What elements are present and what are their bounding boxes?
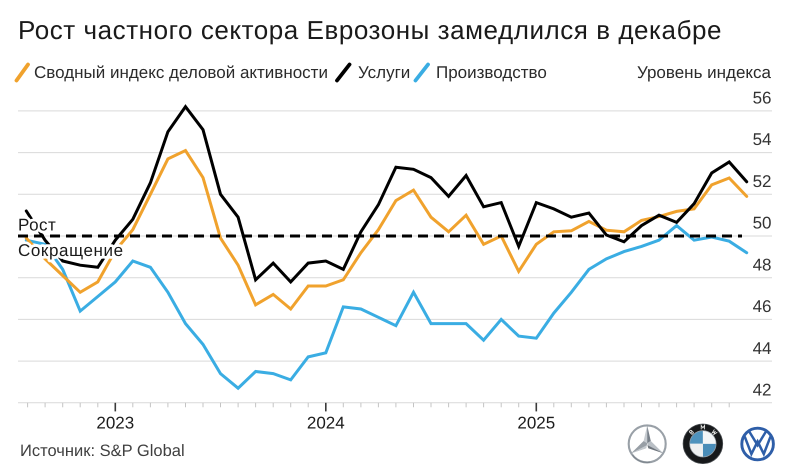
svg-text:Источник: S&P Global: Источник: S&P Global bbox=[20, 442, 185, 460]
svg-text:56: 56 bbox=[753, 89, 772, 108]
svg-text:52: 52 bbox=[753, 172, 772, 191]
svg-text:Сокращение: Сокращение bbox=[18, 241, 124, 260]
svg-text:Рост частного сектора Еврозоны: Рост частного сектора Еврозоны замедлилс… bbox=[18, 15, 722, 45]
svg-text:Сводный индекс деловой активно: Сводный индекс деловой активности bbox=[34, 63, 328, 82]
svg-text:48: 48 bbox=[753, 255, 772, 274]
svg-text:Услуги: Услуги bbox=[358, 63, 410, 82]
svg-text:2023: 2023 bbox=[96, 414, 134, 433]
svg-text:Производство: Производство bbox=[436, 63, 547, 82]
svg-text:54: 54 bbox=[753, 130, 772, 149]
svg-text:42: 42 bbox=[753, 380, 772, 399]
svg-text:Уровень индекса: Уровень индекса bbox=[637, 63, 772, 82]
svg-text:2024: 2024 bbox=[307, 414, 345, 433]
svg-text:46: 46 bbox=[753, 297, 772, 316]
svg-text:Рост: Рост bbox=[18, 216, 56, 235]
svg-text:50: 50 bbox=[753, 214, 772, 233]
svg-text:44: 44 bbox=[753, 339, 772, 358]
svg-text:2025: 2025 bbox=[517, 414, 555, 433]
